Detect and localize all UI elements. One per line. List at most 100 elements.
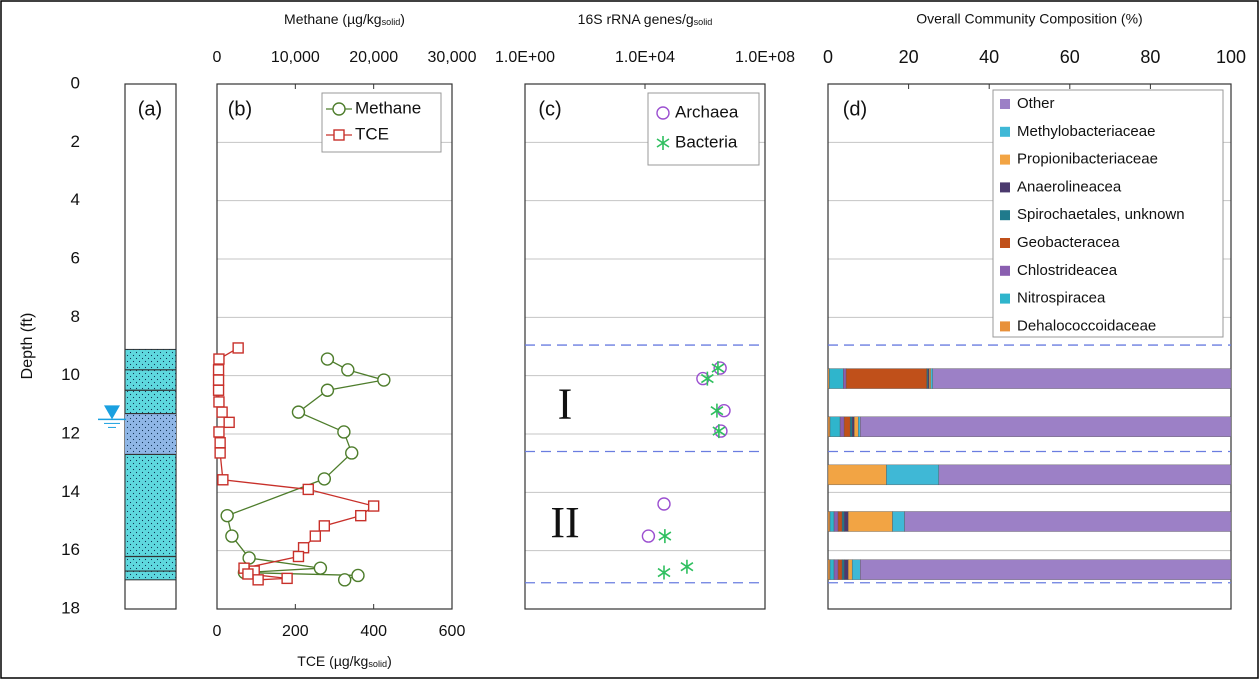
marker — [317, 472, 332, 486]
title-part: Methane (µg/kg — [284, 11, 382, 27]
bar-segment — [892, 511, 905, 532]
title-part: TCE (µg/kg — [297, 653, 368, 669]
bar-segment — [829, 368, 844, 389]
y-tick-label: 10 — [61, 365, 80, 384]
title-part: ) — [387, 653, 392, 669]
marker — [320, 383, 335, 397]
marker — [351, 568, 365, 583]
marker — [217, 474, 229, 486]
x-tick-label: 0 — [823, 47, 833, 67]
marker — [337, 425, 351, 439]
bar-segment — [860, 559, 1232, 580]
marker — [700, 371, 714, 386]
bar-segment — [837, 511, 843, 532]
legend-label: Other — [1017, 95, 1055, 112]
y-tick-label: 4 — [71, 190, 80, 209]
legend-swatch — [1000, 210, 1010, 221]
bar-segment — [837, 559, 843, 580]
marker — [657, 497, 671, 511]
bar-segment — [845, 368, 927, 389]
bar-segment — [841, 511, 845, 532]
x-tick-label: 80 — [1140, 47, 1160, 67]
marker — [223, 416, 235, 429]
x-tick-label: 400 — [360, 623, 387, 640]
marker — [333, 129, 345, 141]
title-part: ) — [400, 11, 405, 27]
marker — [711, 361, 725, 376]
marker — [332, 102, 346, 116]
bar-segment — [853, 416, 859, 437]
marker — [345, 446, 359, 460]
marker — [318, 520, 331, 532]
legend-swatch — [1000, 293, 1010, 304]
axis-title: Overall Community Composition (%) — [916, 11, 1142, 27]
marker — [242, 568, 254, 580]
y-tick-label: 18 — [61, 598, 80, 617]
stipple — [125, 349, 176, 580]
marker — [225, 529, 239, 543]
x-tick-label: 1.0E+08 — [735, 49, 795, 66]
marker — [657, 565, 671, 580]
marker — [656, 136, 670, 150]
marker — [214, 437, 226, 449]
axis-title: 16S rRNA genes/gsolid — [578, 11, 713, 28]
x-tick-label: 200 — [282, 623, 309, 640]
zone-label: I — [558, 379, 573, 428]
legend-label: Dehalococcoidaceae — [1017, 317, 1156, 334]
legend-label: Propionibacteriaceae — [1017, 151, 1158, 168]
marker — [713, 361, 727, 375]
marker — [291, 405, 306, 419]
panel-label: (c) — [538, 98, 561, 120]
marker — [320, 352, 335, 366]
marker — [232, 342, 244, 354]
legend-box — [992, 89, 1224, 338]
legend-box — [321, 92, 442, 153]
legend-swatch — [1000, 321, 1010, 332]
marker — [213, 426, 225, 438]
legend-label: Archaea — [675, 102, 739, 121]
x-tick-label: 10,000 — [271, 49, 320, 66]
marker — [281, 572, 293, 585]
legend-swatch — [1000, 238, 1010, 248]
x-tick-label: 30,000 — [428, 49, 477, 66]
marker — [696, 371, 710, 386]
y-axis-title: Depth (ft) — [19, 313, 36, 380]
x-tick-label: 600 — [439, 623, 466, 640]
panel-frame — [216, 83, 453, 610]
marker — [212, 374, 225, 386]
legend-swatch — [1000, 99, 1010, 109]
x-tick-label: 0 — [213, 49, 222, 66]
marker — [710, 403, 724, 418]
marker — [367, 500, 380, 512]
legend-box — [647, 92, 760, 166]
legend-label: Methane — [355, 98, 421, 117]
legend-swatch — [1000, 154, 1010, 165]
bar-segment — [886, 464, 940, 486]
y-tick-label: 14 — [61, 482, 80, 501]
bar-segment — [851, 559, 861, 580]
legend-label: Nitrospiracea — [1017, 290, 1106, 307]
legend-swatch — [1000, 265, 1010, 276]
x-tick-label: 100 — [1216, 47, 1246, 67]
marker — [680, 559, 694, 574]
panel-label: (b) — [228, 98, 252, 120]
panel-label: (a) — [138, 98, 162, 120]
water-table — [104, 405, 120, 420]
bar-segment — [827, 464, 887, 486]
axis-title: TCE (µg/kgsolid) — [297, 653, 391, 670]
marker — [213, 353, 225, 365]
bar-segment — [843, 368, 847, 389]
bar-segment — [829, 416, 841, 437]
legend-label: Chlostrideacea — [1017, 262, 1118, 279]
legend-label: Anaerolineacea — [1017, 178, 1122, 195]
bar-segment — [833, 511, 839, 532]
bar-segment — [860, 416, 1232, 437]
y-tick-label: 6 — [71, 248, 80, 267]
legend-swatch — [1000, 182, 1010, 193]
bar-segment — [849, 416, 853, 437]
y-tick-label: 8 — [71, 307, 80, 326]
panel-bg — [525, 84, 765, 609]
x-tick-label: 20,000 — [349, 49, 398, 66]
marker — [212, 384, 225, 396]
